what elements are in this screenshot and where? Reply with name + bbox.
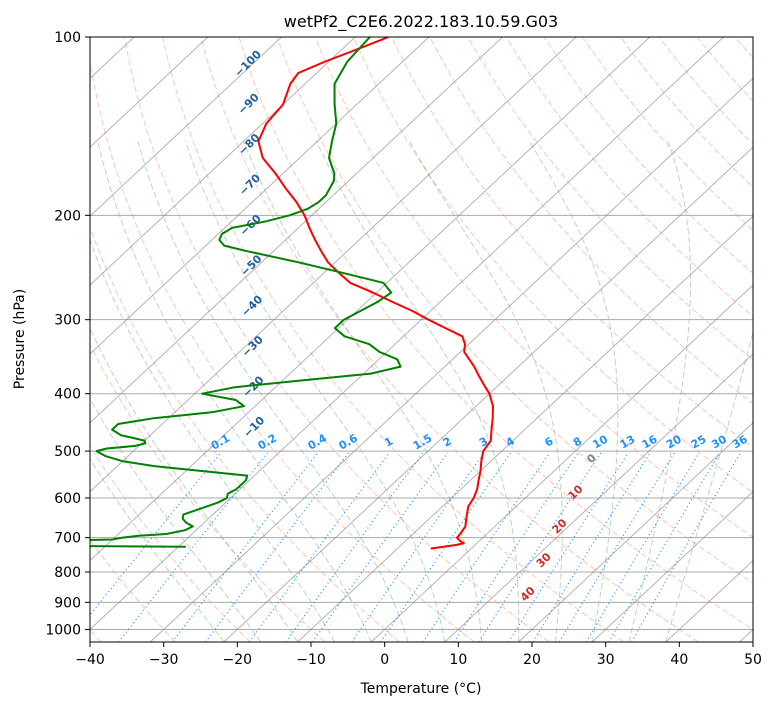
mixing-ratio-line	[453, 452, 579, 642]
y-tick-label: 200	[54, 208, 81, 224]
isotherm-line	[90, 37, 503, 424]
y-tick-label: 900	[54, 595, 81, 611]
isotherm-line	[518, 422, 753, 642]
dry-adiabat-line	[90, 539, 176, 642]
x-axis-label: Temperature (°C)	[360, 681, 482, 697]
isotherm-line	[444, 353, 753, 642]
isotherm-line	[223, 146, 753, 642]
temperature-profile-line	[257, 37, 494, 550]
dry-adiabat-line	[162, 37, 624, 642]
x-tick-label: 0	[380, 652, 389, 668]
x-tick-label: 50	[744, 652, 762, 668]
isotherm-line	[591, 490, 753, 642]
y-tick-label: 600	[54, 491, 81, 507]
x-tick-label: 10	[449, 652, 467, 668]
mixing-ratio-line	[285, 452, 424, 642]
chart-title: wetPf2_C2E6.2022.183.10.59.G03	[284, 12, 558, 32]
y-tick-label: 300	[54, 313, 81, 329]
y-tick-label: 400	[54, 387, 81, 403]
isotherm-line	[90, 37, 724, 631]
y-axis-label: Pressure (hPa)	[12, 289, 28, 389]
dry-adiabat-line	[658, 37, 753, 145]
isotherm-line	[149, 77, 753, 642]
mixing-ratio-line	[585, 452, 700, 642]
isotherm-line	[90, 37, 356, 286]
mixing-ratio-line	[478, 452, 602, 642]
y-tick-label: 100	[54, 30, 81, 46]
dry-adiabat-line	[582, 37, 753, 231]
y-axis-ticks: 100 200 300 400 500 600 700 800 900 1000	[45, 30, 90, 638]
x-tick-label: −20	[223, 652, 253, 668]
dry-adiabat-line	[505, 37, 753, 317]
isotherm-line	[90, 37, 651, 562]
x-tick-label: 20	[523, 652, 541, 668]
y-tick-label: 700	[54, 531, 81, 547]
dry-adiabat-line	[467, 37, 753, 361]
dry-adiabat-line	[353, 37, 753, 493]
isotherm-line	[90, 37, 577, 493]
dewpoint-profile-line	[90, 37, 402, 548]
isotherm-line	[90, 37, 282, 217]
mixing-ratio-line	[508, 452, 629, 642]
dry-adiabat-line	[543, 37, 753, 274]
x-tick-label: −10	[296, 652, 326, 668]
dry-adiabat-line	[429, 37, 753, 405]
dry-adiabat-line	[276, 37, 753, 584]
profile-series	[90, 37, 494, 550]
dry-adiabat-line	[620, 37, 753, 188]
mixing-ratio-line	[90, 452, 222, 616]
dry-adiabats	[90, 37, 753, 642]
y-tick-label: 1000	[45, 622, 81, 638]
mixing-ratio-line	[608, 452, 721, 642]
isotherms	[90, 37, 753, 642]
mixing-ratio-line	[558, 452, 676, 642]
x-tick-label: 40	[670, 652, 688, 668]
dry-adiabat-line	[90, 225, 400, 642]
dry-adiabat-line	[314, 37, 753, 538]
plot-frame	[89, 36, 754, 643]
mixing-ratio-line	[532, 452, 651, 642]
y-tick-label: 800	[54, 565, 81, 581]
x-tick-label: −40	[75, 652, 105, 668]
isotherm-line	[370, 284, 753, 642]
y-tick-label: 500	[54, 444, 81, 460]
x-tick-label: −30	[149, 652, 179, 668]
isotherm-line	[90, 37, 209, 148]
dry-adiabat-line	[90, 58, 475, 642]
isotherm-line	[297, 215, 753, 642]
dry-adiabat-line	[90, 445, 251, 642]
x-axis-ticks: −40 −30 −20 −10 0 10 20 30 40 50	[75, 642, 762, 668]
mixing-ratio-line	[631, 452, 742, 642]
isotherm-line	[90, 37, 430, 355]
x-tick-label: 30	[597, 652, 615, 668]
